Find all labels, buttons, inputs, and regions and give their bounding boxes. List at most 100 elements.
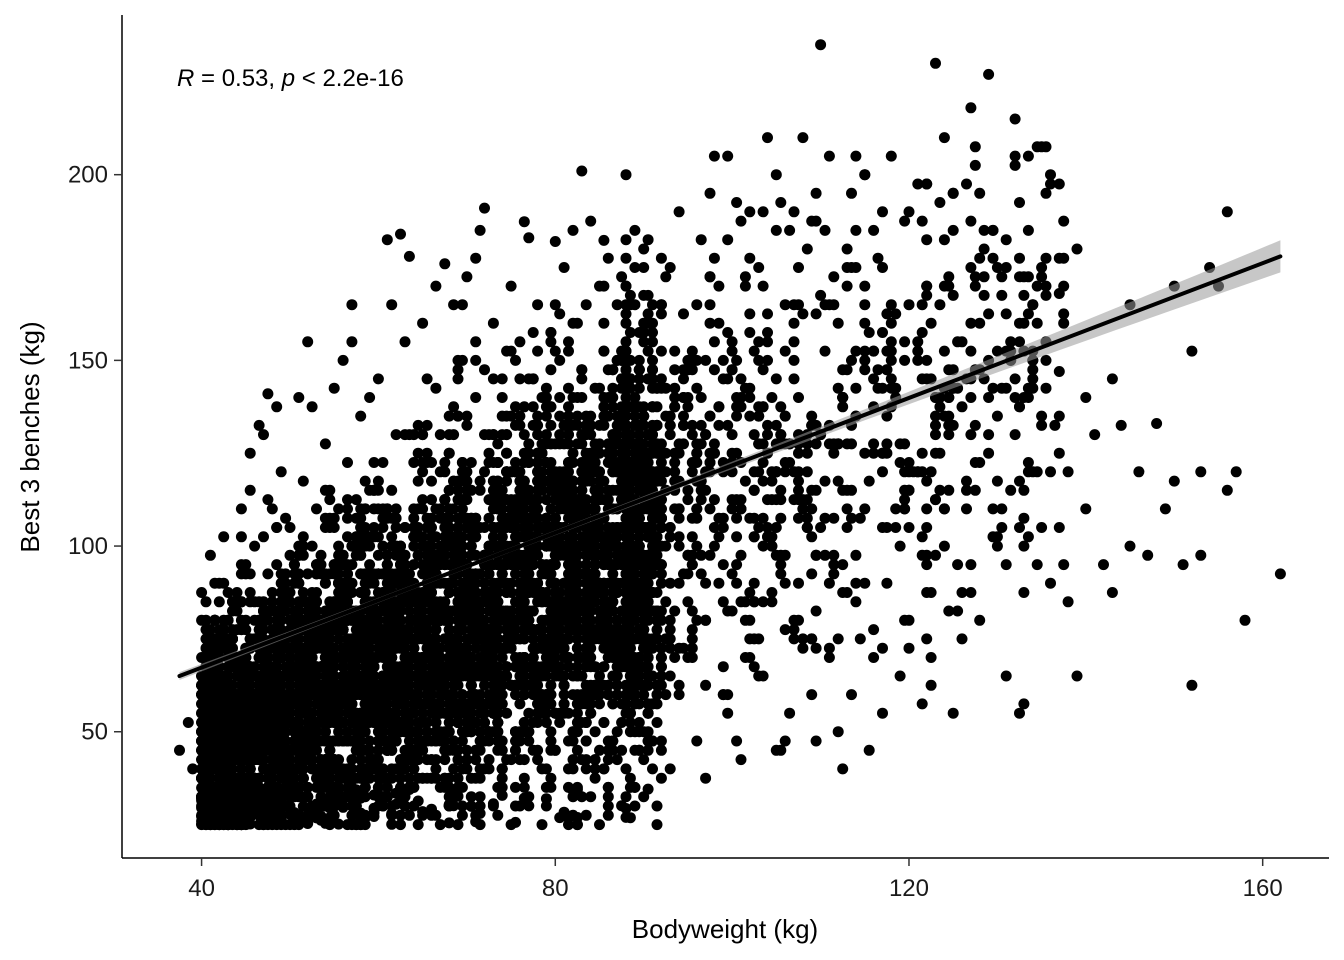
data-point [501,624,513,636]
data-point [421,726,433,738]
data-point [297,707,309,719]
data-point [412,795,424,807]
data-point [602,800,614,812]
data-point [319,484,331,496]
data-point [576,484,588,496]
data-point [266,587,278,598]
data-point [364,484,376,496]
data-point [196,587,208,598]
data-point [200,614,212,626]
data-point [655,577,667,589]
data-point [372,568,384,580]
data-point [430,717,442,728]
data-point [439,457,451,468]
data-point [518,754,530,766]
data-point [297,800,309,812]
data-point [372,717,384,728]
data-point [518,717,530,728]
data-point [302,568,314,580]
data-point [337,642,349,654]
data-point [311,503,322,515]
data-point [545,503,557,515]
data-point [258,531,269,543]
data-point [426,522,437,533]
data-point [585,791,597,803]
data-point [412,447,424,459]
data-point [540,382,552,394]
data-point [395,819,406,831]
data-point [412,605,424,617]
data-point [324,512,336,524]
data-point [624,717,636,728]
data-point [448,299,460,311]
data-point [319,726,331,738]
data-point [558,698,570,710]
data-point [501,429,513,441]
data-point [571,410,583,422]
data-point [594,744,605,756]
data-point [386,818,398,830]
data-point [527,633,539,645]
data-point [487,800,499,812]
data-point [514,410,526,422]
data-point [496,735,508,747]
data-point [594,382,605,394]
data-point [426,772,437,784]
data-point [523,735,535,747]
data-point [386,809,398,821]
data-point [540,410,552,422]
data-point [200,596,212,608]
data-point [434,819,446,831]
data-point [545,438,557,450]
data-point [510,401,521,413]
data-point [536,475,548,487]
data-point [510,816,521,828]
data-point [545,605,557,617]
data-point [501,754,513,766]
data-point [540,587,552,598]
data-point [540,689,552,701]
data-point [536,763,548,775]
data-point [518,633,530,645]
data-point [328,735,340,747]
data-point [510,522,521,533]
data-point [439,772,451,784]
data-point [629,262,641,273]
data-point [571,707,583,719]
data-point [262,568,274,580]
data-point [346,754,358,766]
data-point [479,642,490,654]
data-point [421,419,433,431]
data-point [602,559,614,571]
data-point [470,744,482,756]
data-point [580,299,592,311]
data-point [346,809,358,821]
data-point [227,679,238,691]
data-point [448,763,460,775]
data-point [324,812,336,824]
data-point [589,754,601,766]
data-point [514,336,526,348]
data-point [461,726,473,738]
data-point [213,596,225,608]
data-point [651,819,663,831]
data-point [470,252,482,264]
data-point [474,484,486,496]
data-point [452,410,464,422]
data-point [536,819,548,831]
data-point [501,475,513,487]
data-point [222,614,234,626]
data-point [395,559,406,571]
data-point [342,531,353,543]
data-point [492,438,504,450]
data-point [598,317,610,329]
data-point [633,382,645,394]
data-point [426,494,437,506]
data-point [501,447,513,459]
data-point [408,642,420,654]
data-point [474,819,486,831]
data-point [563,336,574,348]
data-point [359,809,371,821]
data-point [288,791,300,803]
data-point [346,763,358,775]
